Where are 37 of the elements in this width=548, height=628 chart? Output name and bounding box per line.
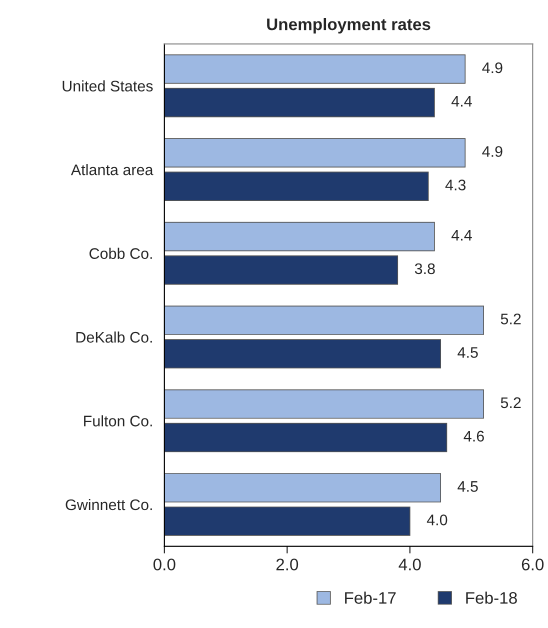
bar: [164, 88, 435, 118]
x-tick-label: 4.0: [398, 558, 421, 570]
data-label: 4.9: [482, 146, 502, 157]
bar: [164, 306, 484, 335]
data-label: 4.5: [458, 347, 478, 358]
data-label: 4.5: [458, 481, 478, 492]
data-label: 4.4: [451, 230, 472, 240]
bar: [164, 389, 484, 419]
bar: [164, 54, 466, 84]
y-tick-label: Atlanta area: [70, 164, 154, 176]
x-tick-label: 2.0: [276, 558, 298, 570]
bar: [164, 339, 442, 368]
y-tick-label: Gwinnett Co.: [66, 498, 152, 510]
y-tick-label: Cobb Co.: [90, 248, 152, 259]
bar: [164, 138, 466, 168]
bar: [164, 222, 435, 252]
data-label: 5.2: [500, 314, 521, 324]
legend-label: Feb-17: [345, 592, 396, 604]
x-tick-label: 6.0: [522, 558, 544, 570]
y-tick-label: Fulton Co.: [84, 415, 152, 426]
data-label: 4.4: [451, 96, 472, 107]
bar: [164, 172, 429, 201]
bar: [164, 255, 398, 285]
data-label: 5.2: [500, 397, 521, 408]
data-label: 4.0: [426, 514, 448, 526]
legend-label: Feb-18: [466, 592, 517, 604]
bar: [164, 506, 410, 536]
y-tick-label: United States: [62, 80, 153, 92]
y-tick-label: DeKalb Co.: [76, 331, 152, 343]
bar: [164, 422, 448, 452]
bar: [164, 473, 442, 502]
data-label: 4.9: [482, 62, 502, 74]
data-label: 3.8: [414, 263, 435, 274]
data-label: 4.6: [464, 430, 484, 442]
data-label: 4.3: [445, 180, 466, 190]
x-tick-label: 0.0: [153, 558, 176, 570]
chart-title: Unemployment rates: [267, 18, 430, 34]
